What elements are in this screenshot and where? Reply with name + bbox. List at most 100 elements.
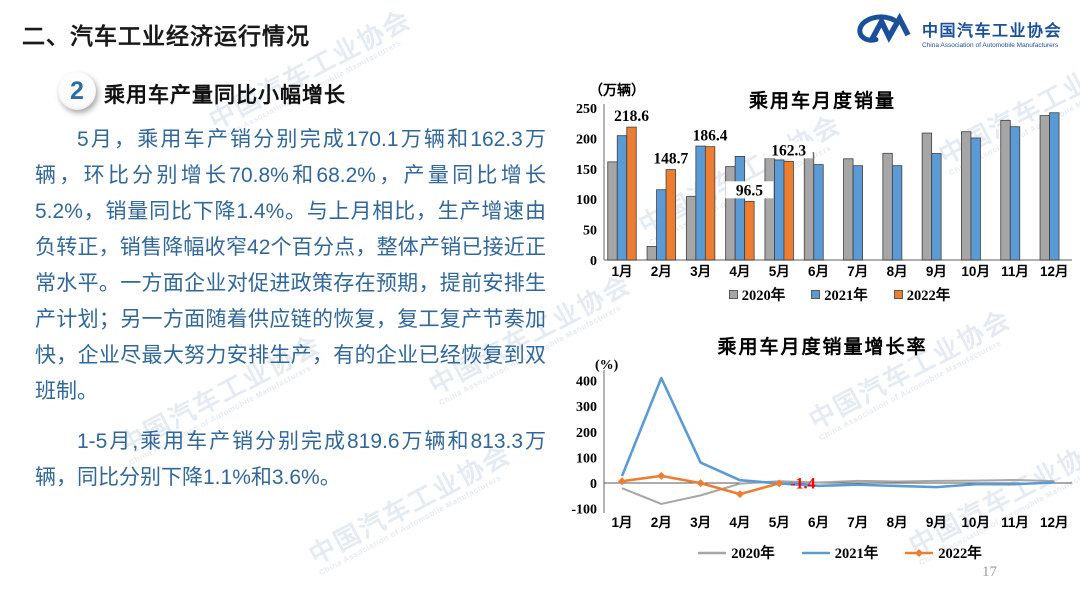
bar-chart-unit-label: （万辆）	[589, 84, 645, 99]
bar-2021年-8月	[891, 165, 903, 261]
caam-logo-icon	[852, 12, 914, 53]
legend-item-2022年: 2022年	[893, 284, 951, 305]
data-label: 218.6	[614, 108, 649, 125]
legend-swatch	[698, 551, 727, 554]
x-tick-label: 5月	[769, 264, 790, 279]
legend-swatch	[801, 551, 830, 554]
marker-diamond	[735, 490, 744, 499]
bar-2021年-9月	[931, 153, 942, 261]
marker-diamond	[696, 479, 705, 488]
data-label-bg	[646, 149, 695, 167]
data-label: 96.5	[736, 182, 763, 199]
x-tick-label: 6月	[808, 515, 829, 530]
bar-2022年-2月	[665, 169, 676, 261]
y-tick-label: 200	[576, 132, 597, 147]
legend-item-2021年: 2021年	[801, 542, 878, 563]
bar-2021年-12月	[1049, 112, 1060, 261]
x-tick-label: 7月	[847, 515, 868, 530]
legend-swatch	[728, 290, 738, 299]
line-series-2020年	[621, 479, 1055, 505]
y-tick-label: 200	[576, 426, 597, 441]
bar-2022年-4月	[744, 200, 755, 261]
legend-item-2021年: 2021年	[811, 284, 868, 305]
x-tick-label: 4月	[729, 264, 750, 279]
legend-label: 2021年	[824, 288, 868, 304]
bar-2020年-5月	[764, 157, 775, 261]
x-tick-label: 11月	[1001, 264, 1029, 279]
bar-2020年-3月	[685, 196, 697, 261]
bar-2021年-2月	[656, 189, 667, 261]
x-tick-label: 3月	[690, 515, 711, 530]
bar-2021年-7月	[852, 165, 863, 261]
marker-diamond	[618, 477, 626, 486]
x-tick-label: 1月	[611, 264, 632, 279]
x-tick-label: 6月	[808, 264, 829, 279]
slide-title: 二、汽车工业经济运行情况	[22, 23, 310, 49]
y-tick-label: 0	[590, 477, 597, 492]
legend-swatch	[811, 290, 821, 299]
data-label-bg	[686, 126, 735, 144]
page-number: 17	[982, 564, 997, 580]
bar-2020年-2月	[646, 245, 657, 261]
body-text: 5月，乘用车产销分别完成170.1万辆和162.3万辆，环比分别增长70.8%和…	[35, 122, 546, 496]
x-tick-label: 4月	[729, 515, 750, 530]
y-tick-label: 0	[590, 254, 597, 269]
x-tick-label: 5月	[769, 515, 790, 530]
org-name-cn: 中国汽车工业协会	[921, 22, 1062, 40]
x-tick-label: 12月	[1040, 264, 1069, 279]
y-tick-label: 50	[583, 224, 597, 239]
legend-label: 2020年	[741, 288, 786, 304]
logo-text: 中国汽车工业协会 China Association of Automobile…	[922, 17, 1062, 49]
x-tick-label: 8月	[887, 264, 908, 279]
line-chart-unit-label: (%)	[595, 358, 619, 373]
data-label-bg	[764, 141, 813, 159]
x-tick-label: 9月	[926, 515, 947, 530]
x-tick-label: 11月	[1001, 515, 1029, 530]
bar-chart-title: 乘用车月度销量	[748, 91, 896, 112]
x-tick-label: 8月	[887, 515, 908, 530]
logo: 中国汽车工业协会 China Association of Automobile…	[852, 12, 1062, 53]
x-tick-label: 1月	[611, 515, 632, 530]
bar-2020年-6月	[803, 152, 815, 261]
legend-swatch	[905, 548, 934, 557]
bar-2021年-11月	[1009, 126, 1021, 261]
bar-2021年-10月	[970, 137, 981, 261]
bar-2020年-4月	[725, 166, 736, 261]
line-chart-title: 乘用车月度销量增长率	[717, 337, 928, 358]
bar-2021年-3月	[695, 145, 706, 261]
bar-2020年-7月	[843, 158, 854, 261]
y-tick-label: 150	[576, 163, 597, 178]
annotation-label: -1.4	[790, 475, 815, 492]
section-number: 2	[70, 76, 84, 105]
legend-label: 2022年	[938, 546, 982, 562]
line-chart-plot: 400 300 200 100 0 -100 -1.4 1月 2月 3月 4月 5月 6月 7月 8月 9月 1…	[571, 370, 1072, 530]
y-tick-label: 100	[576, 451, 597, 466]
body-paragraph-1: 5月，乘用车产销分别完成170.1万辆和162.3万辆，环比分别增长70.8%和…	[35, 128, 546, 403]
y-tick-label: 100	[576, 193, 597, 208]
x-tick-label: 2月	[651, 264, 672, 279]
bar-2021年-6月	[813, 164, 824, 261]
y-tick-label: 250	[576, 102, 597, 117]
legend-item-2020年: 2020年	[697, 542, 775, 563]
x-tick-label: 12月	[1040, 515, 1069, 530]
y-tick-label: 300	[576, 400, 597, 415]
x-tick-label: 9月	[926, 264, 947, 279]
bar-2021年-5月	[774, 159, 785, 261]
bar-2020年-10月	[961, 131, 972, 261]
bar-2022年-5月	[783, 160, 794, 261]
org-name-en: China Association of Automobile Manufact…	[921, 41, 1059, 49]
data-label: 148.7	[653, 151, 688, 168]
bar-2020年-12月	[1039, 115, 1050, 261]
x-tick-label: 10月	[961, 264, 990, 279]
bar-2022年-1月	[626, 126, 637, 261]
x-tick-label: 2月	[651, 515, 672, 530]
legend-diamond	[915, 548, 924, 557]
x-tick-label: 3月	[690, 264, 711, 279]
growth-rate-chart: (%) 乘用车月度销量增长率 400 300 200 100 0 -100 -1.4 1月 2月…	[565, 330, 1080, 584]
legend-label: 2022年	[906, 288, 951, 304]
bar-2021年-4月	[734, 155, 746, 261]
bar-chart-legend: 2020年 2021年 2022年	[604, 284, 1075, 305]
bar-2022年-3月	[704, 146, 716, 261]
data-label: 186.4	[693, 128, 728, 145]
